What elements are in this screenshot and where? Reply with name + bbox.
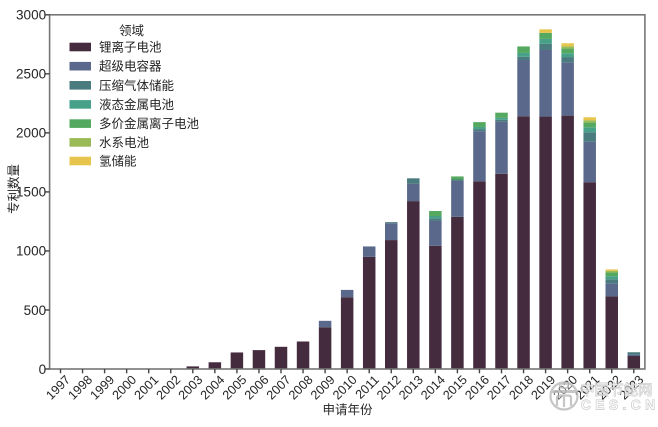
svg-text:氢储能: 氢储能 [99,154,137,169]
svg-text:专利数量: 专利数量 [6,164,21,214]
svg-text:中国节能网: 中国节能网 [580,382,653,399]
svg-text:1000: 1000 [16,244,46,259]
svg-text:水系电池: 水系电池 [99,136,150,150]
svg-text:CES.CN: CES.CN [581,398,658,413]
svg-text:多价金属离子电池: 多价金属离子电池 [99,116,200,131]
svg-text:超级电容器: 超级电容器 [99,59,162,74]
svg-text:3000: 3000 [16,8,46,23]
svg-text:500: 500 [24,303,47,318]
svg-text:锂离子电池: 锂离子电池 [99,40,162,55]
svg-text:0: 0 [39,362,47,377]
svg-text:1500: 1500 [16,185,46,200]
svg-text:压缩气体储能: 压缩气体储能 [99,78,175,93]
svg-text:申请年份: 申请年份 [322,403,373,417]
svg-text:2000: 2000 [16,126,46,141]
svg-text:2500: 2500 [16,67,46,82]
svg-text:领域: 领域 [119,24,144,38]
svg-text:液态金属电池: 液态金属电池 [99,97,175,112]
